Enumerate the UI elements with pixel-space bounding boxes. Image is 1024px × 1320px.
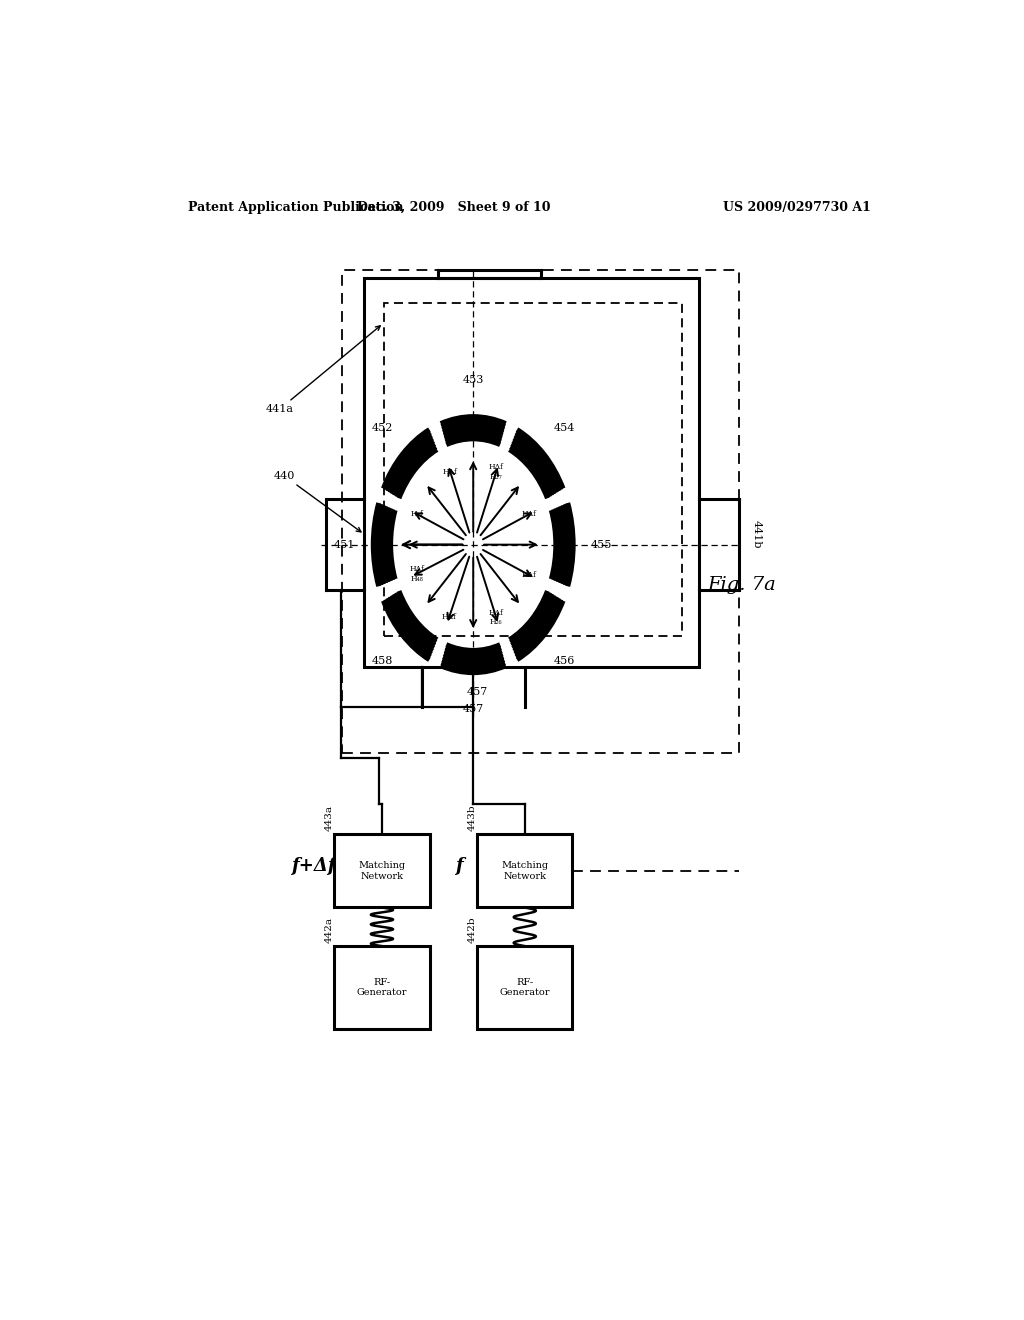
Text: Fig. 7a: Fig. 7a (708, 577, 776, 594)
Text: 442a: 442a (325, 917, 334, 942)
Bar (365, 279, 699, 667)
Text: 451: 451 (334, 540, 355, 549)
Text: Matching
Network: Matching Network (358, 861, 406, 880)
Text: HΔf
H₃₇: HΔf H₃₇ (488, 463, 504, 480)
Bar (342, 271, 739, 752)
Bar (384, 302, 682, 636)
Text: Dec. 3, 2009   Sheet 9 of 10: Dec. 3, 2009 Sheet 9 of 10 (356, 201, 550, 214)
Bar (477, 834, 572, 907)
Text: 440: 440 (273, 470, 361, 532)
Bar (334, 834, 430, 907)
Text: RF-
Generator: RF- Generator (356, 978, 408, 998)
Text: 452: 452 (372, 424, 393, 433)
Bar (334, 946, 430, 1030)
Text: Patent Application Publication: Patent Application Publication (187, 201, 403, 214)
Text: 456: 456 (553, 656, 574, 667)
Text: f: f (455, 857, 463, 875)
Text: 442b: 442b (468, 916, 477, 942)
Bar (477, 946, 572, 1030)
Text: 441b: 441b (752, 520, 762, 549)
Text: Matching
Network: Matching Network (501, 861, 549, 880)
Text: HΔf
H₄₈: HΔf H₄₈ (410, 565, 424, 582)
Text: HΔf: HΔf (443, 469, 458, 477)
Text: H f: H f (411, 510, 423, 517)
Text: 441a: 441a (265, 326, 380, 414)
Text: RF-
Generator: RF- Generator (500, 978, 550, 998)
Text: 443b: 443b (468, 805, 477, 832)
Text: HΔf: HΔf (442, 612, 457, 620)
Text: US 2009/0297730 A1: US 2009/0297730 A1 (723, 201, 871, 214)
Text: f+Δf: f+Δf (291, 857, 335, 875)
Text: 443a: 443a (325, 805, 334, 832)
Text: 457: 457 (463, 705, 484, 714)
Text: HΔf: HΔf (522, 572, 537, 579)
Text: 458: 458 (372, 656, 393, 667)
Text: HΔf: HΔf (522, 510, 537, 517)
Text: HΔf
H₂₆: HΔf H₂₆ (488, 609, 504, 626)
Text: 455: 455 (591, 540, 612, 549)
Text: 454: 454 (553, 424, 574, 433)
Text: 457: 457 (467, 686, 487, 697)
Text: 453: 453 (463, 375, 484, 385)
